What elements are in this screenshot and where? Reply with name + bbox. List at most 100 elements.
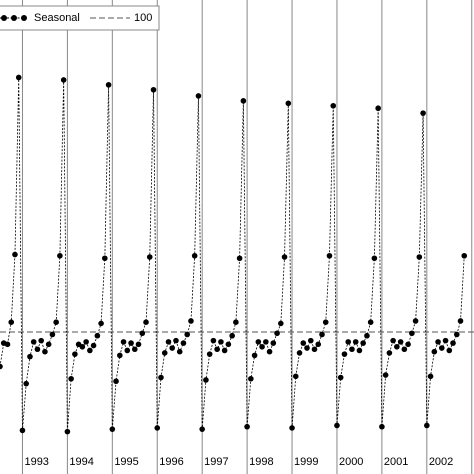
point [143, 319, 149, 325]
point [12, 251, 18, 258]
point [57, 252, 63, 259]
legend-label: Seasonal [34, 12, 80, 24]
point [169, 345, 176, 351]
point [15, 74, 22, 81]
point [259, 343, 265, 350]
point [248, 375, 254, 382]
point [270, 340, 277, 346]
point [420, 110, 426, 116]
point [364, 332, 370, 339]
point [146, 254, 153, 260]
point [315, 341, 322, 348]
point [450, 340, 456, 346]
point [435, 339, 441, 345]
legend-marker [21, 15, 27, 21]
x-tick-label: 2002 [429, 456, 453, 468]
point [102, 255, 108, 262]
point [345, 339, 351, 345]
point [390, 337, 396, 344]
point [45, 341, 52, 348]
point [255, 339, 262, 345]
point [38, 337, 44, 344]
point [135, 341, 142, 348]
point [461, 252, 468, 259]
point [49, 331, 56, 338]
point [139, 330, 146, 337]
x-tick-label: 2001 [384, 456, 408, 468]
point [90, 342, 97, 349]
point [30, 339, 37, 345]
point [349, 346, 355, 353]
point [292, 373, 299, 380]
point [371, 255, 378, 262]
point [424, 422, 430, 429]
point [233, 319, 239, 325]
legend-marker [1, 15, 7, 21]
point [311, 346, 318, 353]
point [438, 345, 445, 351]
point [244, 423, 250, 430]
x-tick-label: 1999 [294, 456, 318, 468]
point [105, 82, 112, 88]
point [23, 380, 29, 387]
point [150, 86, 157, 93]
point [278, 320, 284, 327]
point [330, 102, 337, 109]
point [120, 339, 127, 345]
point [394, 343, 400, 350]
point [457, 318, 464, 324]
x-tick-label: 1997 [204, 456, 228, 468]
point [184, 331, 191, 338]
point [8, 319, 15, 325]
point [240, 98, 247, 104]
point [334, 422, 340, 429]
point [274, 330, 280, 337]
point [360, 340, 366, 346]
point [79, 343, 86, 350]
point [225, 341, 232, 348]
point [236, 255, 243, 262]
point [68, 375, 74, 382]
point [352, 339, 359, 345]
legend-label: 100 [134, 12, 152, 24]
point [0, 363, 3, 370]
point [409, 330, 415, 337]
point [442, 337, 449, 344]
point [356, 347, 363, 354]
point [382, 372, 389, 378]
x-tick-label: 2000 [339, 456, 363, 468]
point [87, 347, 93, 354]
point [416, 254, 423, 260]
point [191, 252, 198, 259]
point [341, 351, 348, 357]
point [307, 337, 314, 344]
point [34, 346, 41, 353]
point [289, 425, 295, 431]
point [326, 252, 333, 259]
x-tick-label: 1993 [24, 456, 48, 468]
point [337, 374, 344, 381]
point [427, 373, 434, 380]
point [397, 339, 404, 345]
point [113, 378, 119, 385]
point [367, 319, 374, 325]
point [131, 346, 138, 353]
point [446, 347, 453, 354]
x-tick-label: 1995 [114, 456, 138, 468]
point [405, 341, 411, 348]
point [195, 93, 202, 99]
point [206, 351, 213, 357]
point [154, 425, 161, 431]
point [322, 319, 329, 325]
point [251, 352, 258, 359]
point [173, 337, 179, 344]
point [94, 332, 101, 339]
point [19, 427, 26, 434]
point [375, 105, 381, 112]
point [218, 339, 224, 345]
point [296, 350, 303, 356]
point [214, 346, 220, 353]
point [263, 339, 269, 345]
